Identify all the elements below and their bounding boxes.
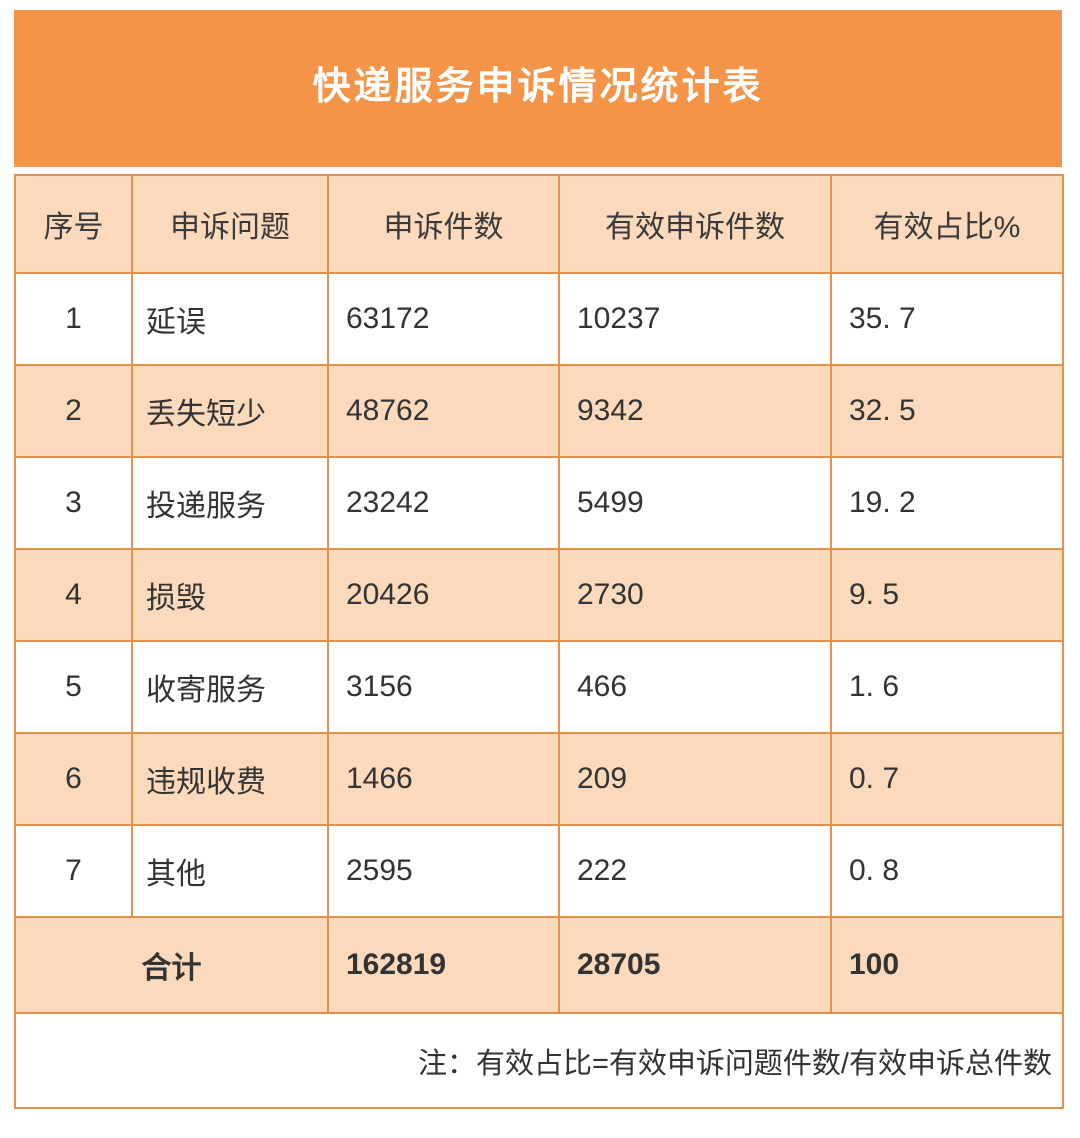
valid-count-cell: 2730	[558, 548, 832, 642]
serial-cell: 7	[14, 824, 133, 918]
header-cell-count: 申诉件数	[327, 174, 560, 274]
header-cell-percent: 有效占比%	[830, 174, 1064, 274]
issue-cell: 投递服务	[131, 456, 329, 550]
serial-cell: 4	[14, 548, 133, 642]
percent-cell: 32. 5	[830, 364, 1064, 458]
serial-cell: 6	[14, 732, 133, 826]
valid-count-cell: 209	[558, 732, 832, 826]
count-cell: 2595	[327, 824, 560, 918]
percent-cell: 0. 8	[830, 824, 1064, 918]
table-row: 4 损毁 20426 2730 9. 5	[14, 548, 1064, 642]
table-row: 5 收寄服务 3156 466 1. 6	[14, 640, 1064, 734]
count-cell: 48762	[327, 364, 560, 458]
table-row: 6 违规收费 1466 209 0. 7	[14, 732, 1064, 826]
serial-cell: 5	[14, 640, 133, 734]
header-cell-issue: 申诉问题	[131, 174, 329, 274]
table-row: 7 其他 2595 222 0. 8	[14, 824, 1064, 918]
count-cell: 3156	[327, 640, 560, 734]
total-percent-cell: 100	[830, 916, 1064, 1014]
percent-cell: 1. 6	[830, 640, 1064, 734]
percent-cell: 0. 7	[830, 732, 1064, 826]
valid-count-cell: 10237	[558, 272, 832, 366]
table-header-row: 序号 申诉问题 申诉件数 有效申诉件数 有效占比%	[14, 174, 1064, 274]
serial-cell: 1	[14, 272, 133, 366]
table-row: 3 投递服务 23242 5499 19. 2	[14, 456, 1064, 550]
percent-cell: 9. 5	[830, 548, 1064, 642]
serial-cell: 3	[14, 456, 133, 550]
page-title: 快递服务申诉情况统计表	[312, 66, 764, 108]
percent-cell: 19. 2	[830, 456, 1064, 550]
valid-count-cell: 466	[558, 640, 832, 734]
valid-count-cell: 5499	[558, 456, 832, 550]
header-cell-serial: 序号	[14, 174, 133, 274]
footnote-text: 注：有效占比=有效申诉问题件数/有效申诉总件数	[14, 1012, 1064, 1109]
issue-cell: 收寄服务	[131, 640, 329, 734]
total-row: 合计 162819 28705 100	[14, 916, 1064, 1014]
count-cell: 63172	[327, 272, 560, 366]
valid-count-cell: 9342	[558, 364, 832, 458]
issue-cell: 其他	[131, 824, 329, 918]
table-row: 2 丢失短少 48762 9342 32. 5	[14, 364, 1064, 458]
total-count-cell: 162819	[327, 916, 560, 1014]
valid-count-cell: 222	[558, 824, 832, 918]
note-row: 注：有效占比=有效申诉问题件数/有效申诉总件数	[14, 1012, 1064, 1109]
header-cell-valid-count: 有效申诉件数	[558, 174, 832, 274]
issue-cell: 违规收费	[131, 732, 329, 826]
serial-cell: 2	[14, 364, 133, 458]
percent-cell: 35. 7	[830, 272, 1064, 366]
title-banner: 快递服务申诉情况统计表	[14, 10, 1062, 167]
total-valid-count-cell: 28705	[558, 916, 832, 1014]
table-row: 1 延误 63172 10237 35. 7	[14, 272, 1064, 366]
count-cell: 23242	[327, 456, 560, 550]
issue-cell: 丢失短少	[131, 364, 329, 458]
complaint-stats-table: 序号 申诉问题 申诉件数 有效申诉件数 有效占比% 1 延误 63172 102…	[14, 174, 1064, 1109]
issue-cell: 延误	[131, 272, 329, 366]
issue-cell: 损毁	[131, 548, 329, 642]
count-cell: 20426	[327, 548, 560, 642]
total-label-cell: 合计	[14, 916, 329, 1014]
count-cell: 1466	[327, 732, 560, 826]
